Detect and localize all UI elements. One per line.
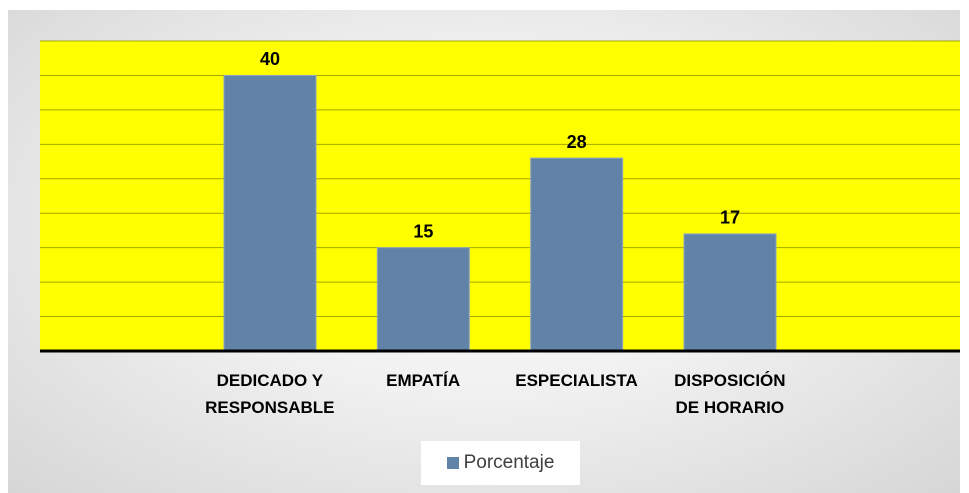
value-label: 28	[567, 132, 587, 152]
legend: Porcentaje	[421, 441, 580, 485]
bar	[530, 157, 624, 352]
legend-swatch	[446, 457, 459, 469]
plot-area	[40, 41, 960, 351]
bar	[223, 74, 317, 352]
value-label: 40	[260, 49, 280, 69]
bar	[683, 233, 777, 352]
value-label: 17	[720, 208, 740, 228]
bar	[376, 247, 470, 352]
x-tick-label: EMPATÍA	[386, 371, 461, 390]
value-label: 15	[413, 221, 433, 241]
x-tick-label: DEDICADO Y RESPONSABLE	[205, 371, 335, 417]
x-tick-label: ESPECIALISTA	[515, 371, 638, 390]
legend-label: Porcentaje	[463, 452, 555, 473]
x-tick-label: DISPOSICIÓN DE HORARIO	[674, 371, 786, 417]
